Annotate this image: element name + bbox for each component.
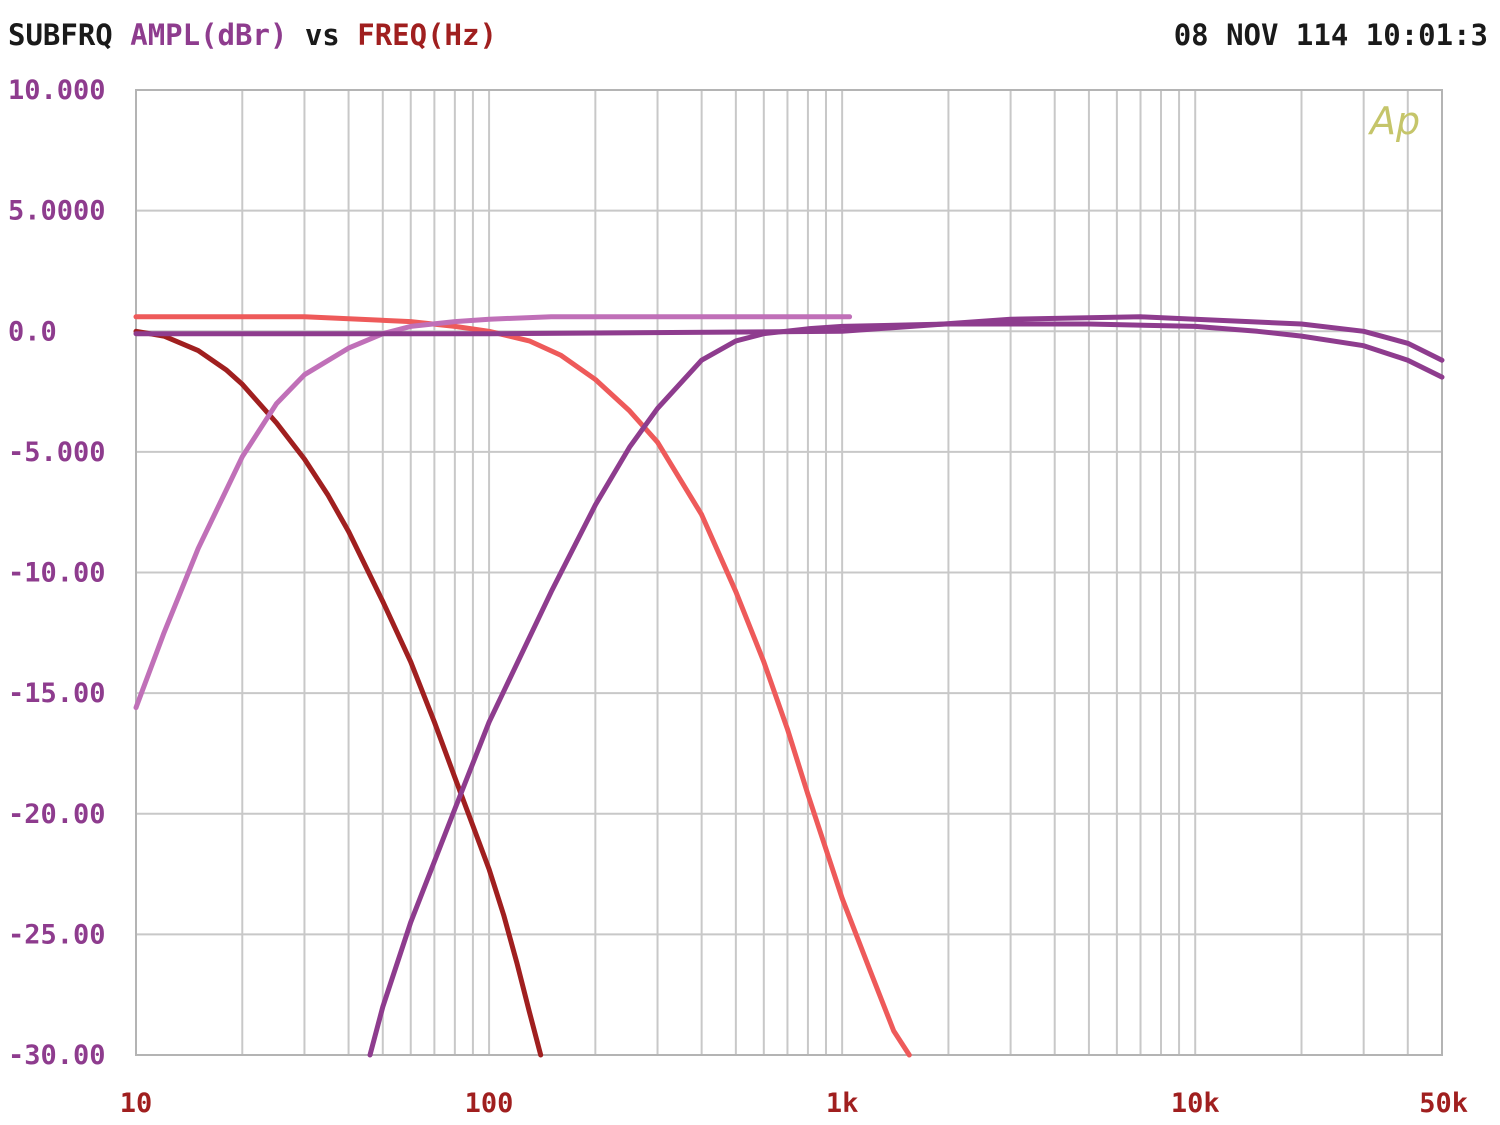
x-axis-ticks: 10 100 1k 10k 50k bbox=[120, 1088, 1468, 1119]
mode-label: SUBFRQ bbox=[8, 18, 113, 52]
vs-label: vs bbox=[304, 18, 340, 52]
x-tick-label: 10 bbox=[120, 1088, 153, 1119]
x-tick-label: 100 bbox=[465, 1088, 514, 1119]
ap-logo: Ap bbox=[1367, 99, 1420, 143]
series-line-1 bbox=[133, 328, 544, 1058]
y-tick-label: -10.00 bbox=[8, 558, 106, 589]
series-group bbox=[133, 314, 1445, 1058]
y-tick-label: -15.00 bbox=[8, 678, 106, 709]
x-tick-label: 10k bbox=[1171, 1088, 1220, 1119]
x-quantity-label: FREQ(Hz) bbox=[357, 18, 497, 52]
series-line-4 bbox=[367, 321, 1445, 1058]
y-tick-label: -5.000 bbox=[8, 437, 106, 468]
grid bbox=[135, 89, 1443, 1056]
datetime-label: 08 NOV 114 10:01:3 bbox=[1173, 18, 1488, 52]
header-title: SUBFRQ AMPL(dBr) vs FREQ(Hz) bbox=[8, 18, 497, 52]
series-line-3 bbox=[133, 314, 853, 711]
y-tick-label: 10.000 bbox=[8, 75, 106, 106]
y-tick-label: 5.0000 bbox=[8, 196, 106, 227]
x-tick-label: 1k bbox=[826, 1088, 859, 1119]
series-line-5 bbox=[133, 314, 1445, 363]
x-tick-label: 50k bbox=[1419, 1088, 1468, 1119]
series-line-2 bbox=[133, 314, 912, 1058]
y-tick-label: 0.0 bbox=[8, 316, 57, 347]
y-quantity-label: AMPL(dBr) bbox=[130, 18, 288, 52]
header-datetime: 08 NOV 114 10:01:3 bbox=[1174, 18, 1488, 52]
y-tick-label: -25.00 bbox=[8, 919, 106, 950]
plot-frame bbox=[135, 89, 1443, 1056]
y-tick-label: -30.00 bbox=[8, 1040, 106, 1071]
y-tick-label: -20.00 bbox=[8, 799, 106, 830]
y-axis-ticks: 10.000 5.0000 0.0 -5.000 -10.00 -15.00 -20.00 -… bbox=[8, 75, 106, 1071]
